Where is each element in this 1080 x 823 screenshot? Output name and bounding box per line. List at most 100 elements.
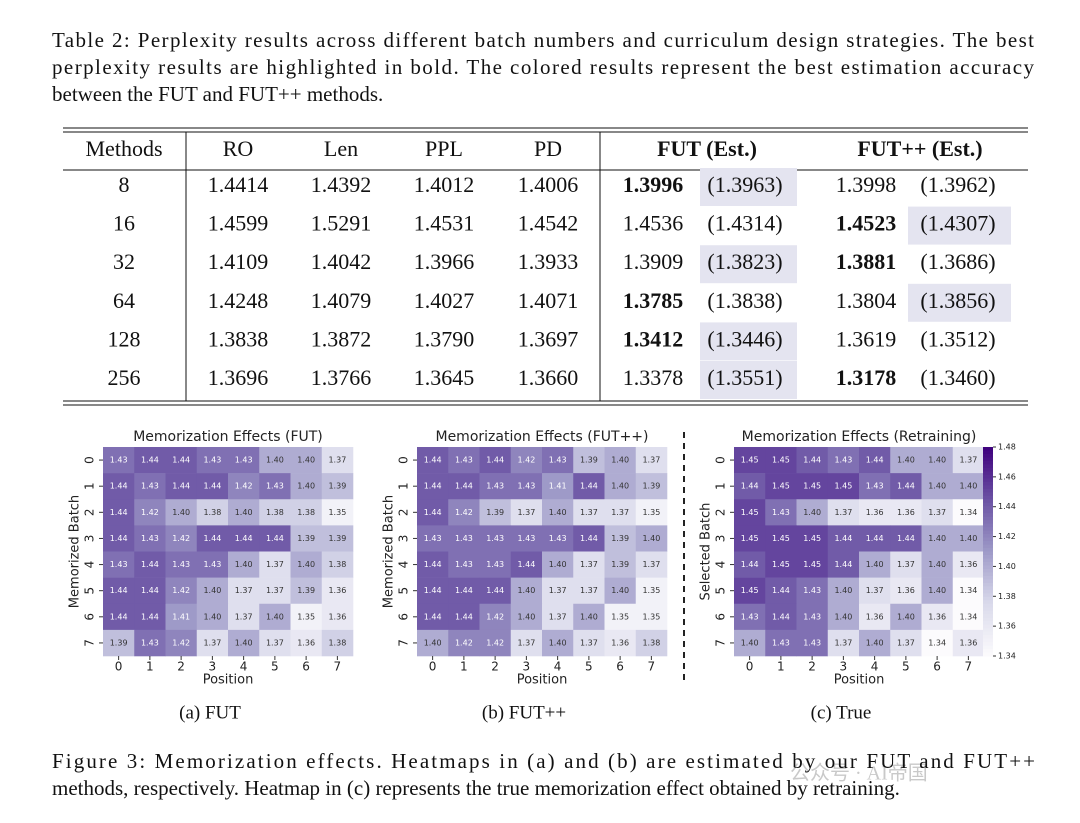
- table-cell: 1.3785: [623, 288, 684, 313]
- table-cell: 1.3412: [623, 326, 684, 351]
- table-cell: 1.4523: [836, 211, 897, 236]
- table-cell: 1.3178: [836, 365, 897, 390]
- x-tick-label: 4: [240, 660, 248, 674]
- cell-label: 1.40: [897, 612, 915, 621]
- heatmap-cell: [321, 447, 354, 474]
- subcaption: (a) FUT: [179, 702, 241, 723]
- colorbar-segment: [983, 495, 993, 500]
- table-header: RO: [223, 136, 254, 161]
- cell-label: 1.44: [486, 456, 504, 465]
- table-cell: 1.4012: [414, 172, 475, 197]
- cell-label: 1.40: [611, 482, 629, 491]
- cell-label: 1.40: [549, 638, 567, 647]
- cell-label: 1.37: [517, 508, 535, 517]
- table-cell: 1.3909: [623, 249, 684, 274]
- table-cell: (1.3963): [707, 172, 782, 197]
- heatmap-cell: [165, 629, 198, 657]
- heatmap-cell: [196, 551, 229, 578]
- heatmap-cell: [259, 603, 291, 631]
- cell-label: 1.43: [486, 534, 504, 543]
- heatmap-cell: [796, 447, 829, 474]
- cell-label: 1.40: [297, 482, 315, 491]
- heatmap-cell: [321, 551, 354, 578]
- colorbar-segment: [983, 575, 993, 580]
- colorbar-segment: [983, 502, 993, 507]
- y-tick-label: 2: [714, 508, 728, 516]
- heatmap-cell: [417, 577, 449, 605]
- heatmap-cell: [635, 525, 668, 552]
- heatmap-cell: [635, 499, 668, 526]
- colorbar-segment: [983, 488, 993, 493]
- heatmap-cell: [734, 525, 766, 552]
- x-tick-label: 2: [808, 660, 816, 674]
- cell-label: 1.44: [455, 482, 473, 491]
- colorbar-segment: [983, 554, 993, 559]
- colorbar-segment: [983, 474, 993, 479]
- colorbar-segment: [983, 485, 993, 490]
- table-header: PD: [534, 136, 562, 161]
- x-tick-label: 2: [491, 660, 499, 674]
- heatmap-cell: [290, 603, 323, 631]
- heatmap-cell: [479, 525, 512, 552]
- heatmap-cell: [604, 603, 637, 631]
- cell-label: 1.43: [772, 638, 790, 647]
- cell-label: 1.37: [235, 612, 253, 621]
- cell-label: 1.44: [897, 534, 915, 543]
- cell-label: 1.44: [424, 482, 442, 491]
- cell-label: 1.36: [866, 612, 884, 621]
- heatmap-cell: [827, 499, 860, 526]
- cell-label: 1.42: [517, 456, 535, 465]
- cell-label: 1.43: [486, 482, 504, 491]
- cell-label: 1.37: [580, 586, 598, 595]
- heatmap-cell: [196, 473, 229, 500]
- colorbar-segment: [983, 499, 993, 504]
- cell-label: 1.43: [172, 560, 190, 569]
- x-tick-label: 1: [777, 660, 785, 674]
- cell-label: 1.34: [959, 586, 977, 595]
- cell-label: 1.37: [897, 638, 915, 647]
- cell-label: 1.42: [455, 508, 473, 517]
- cell-label: 1.44: [741, 482, 759, 491]
- cell-label: 1.37: [928, 508, 946, 517]
- heatmap-cell: [448, 577, 480, 605]
- heatmap-cell: [321, 473, 354, 500]
- colorbar-segment: [983, 551, 993, 556]
- cell-label: 1.44: [172, 456, 190, 465]
- heatmap-cell: [479, 447, 512, 474]
- cell-label: 1.42: [486, 612, 504, 621]
- cell-label: 1.39: [297, 534, 315, 543]
- heatmap-cell: [134, 577, 166, 605]
- cell-label: 1.45: [803, 534, 821, 543]
- cell-label: 1.44: [834, 560, 852, 569]
- heatmap-cell: [448, 525, 480, 552]
- heatmap-cell: [635, 629, 668, 657]
- table-cell: (1.3551): [707, 365, 782, 390]
- heatmap-cell: [542, 629, 574, 657]
- heatmap-cell: [417, 603, 449, 631]
- table-header: FUT++ (Est.): [857, 136, 982, 161]
- colorbar-segment: [983, 548, 993, 552]
- x-tick-label: 3: [840, 660, 848, 674]
- cell-label: 1.44: [203, 534, 221, 543]
- cell-label: 1.35: [328, 508, 346, 517]
- heatmap-cell: [734, 577, 766, 605]
- table-cell: (1.3823): [707, 249, 782, 274]
- cell-label: 1.39: [328, 534, 346, 543]
- colorbar-segment: [983, 457, 993, 462]
- table-cell: 1.4542: [518, 211, 579, 236]
- cell-label: 1.44: [424, 560, 442, 569]
- cell-label: 1.43: [141, 638, 159, 647]
- heatmap-cell: [542, 577, 574, 605]
- heatmap-cell: [952, 551, 985, 578]
- heatmap-cell: [290, 473, 323, 500]
- colorbar-segment: [983, 481, 993, 486]
- table-cell: 1.3881: [836, 249, 897, 274]
- cell-label: 1.36: [959, 638, 977, 647]
- cell-label: 1.44: [866, 456, 884, 465]
- table-header: FUT (Est.): [657, 136, 757, 161]
- heatmap-cell: [103, 629, 135, 657]
- cell-label: 1.37: [549, 612, 567, 621]
- cell-label: 1.43: [455, 456, 473, 465]
- cell-label: 1.43: [110, 560, 128, 569]
- cell-label: 1.43: [203, 456, 221, 465]
